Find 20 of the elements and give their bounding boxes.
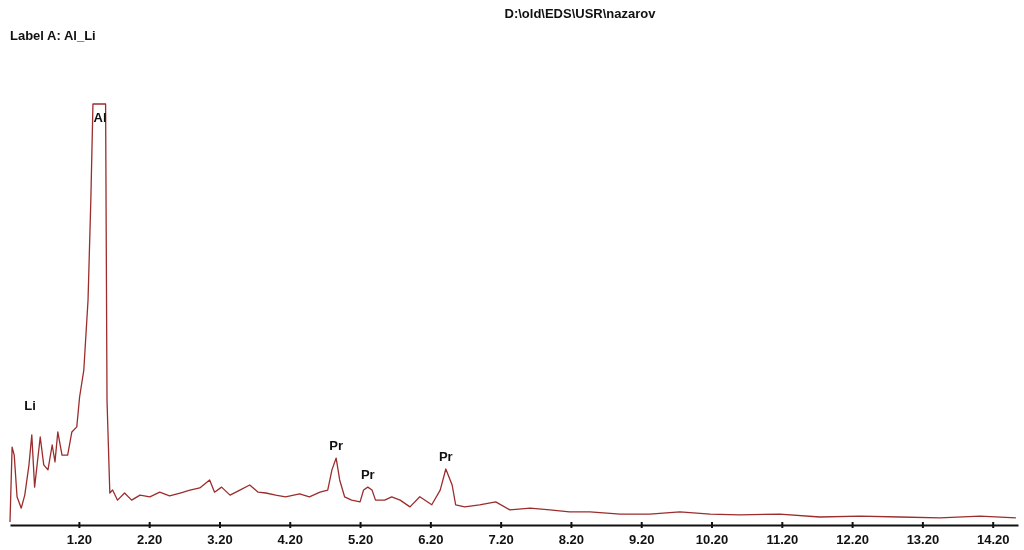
x-tick-label: 6.20 (418, 532, 444, 548)
x-tick-label: 1.20 (66, 532, 93, 548)
chart-title: D:\old\EDS\USR\nazarov (504, 6, 657, 21)
x-tick-label: 11.20 (766, 532, 799, 548)
x-tick-label: 8.20 (558, 532, 585, 548)
x-tick-label: 5.20 (347, 532, 374, 548)
annotation: Li (24, 398, 36, 413)
x-tick-label: 2.20 (137, 532, 163, 548)
x-tick-label: 7.20 (488, 532, 514, 548)
x-tick-label: 9.20 (629, 532, 655, 548)
chart-subtitle: Label A: Al_Li (10, 28, 96, 43)
annotation: Pr (438, 449, 453, 465)
annotation: Pr (329, 438, 344, 454)
x-tick-label: 4.20 (277, 532, 303, 548)
annotation: Pr (360, 467, 375, 483)
x-tick-label: 13.20 (906, 532, 940, 548)
x-tick-label: 12.20 (836, 532, 869, 548)
x-tick-label: 10.20 (695, 532, 729, 548)
x-tick-label: 3.20 (207, 532, 233, 548)
x-tick-label: 14.20 (976, 532, 1010, 548)
